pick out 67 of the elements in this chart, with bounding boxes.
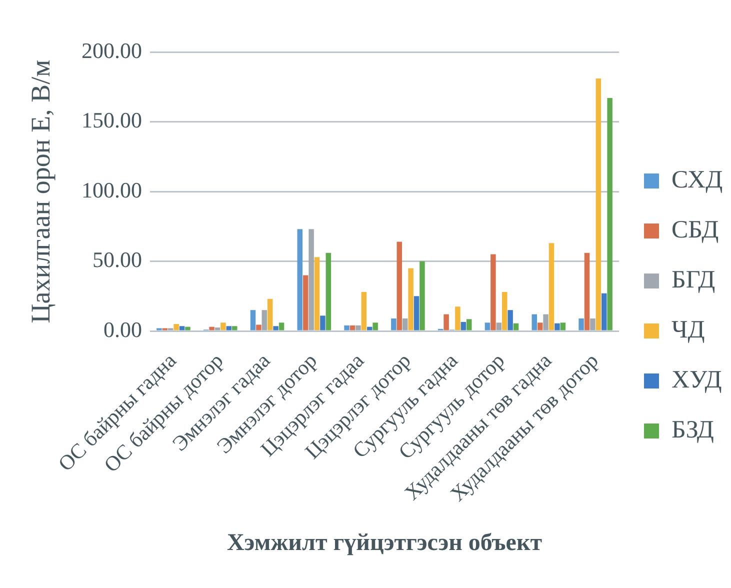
bar <box>508 310 513 330</box>
legend-label: СХД <box>672 166 723 194</box>
bar <box>302 275 308 330</box>
bar <box>607 98 612 330</box>
bar <box>262 310 268 330</box>
bar <box>179 326 185 330</box>
bar <box>560 322 566 330</box>
bar <box>466 319 472 330</box>
y-tick-label: 50.00 <box>92 247 142 272</box>
bar <box>408 268 414 330</box>
bar <box>532 314 538 330</box>
bar <box>596 78 602 330</box>
bar <box>361 292 367 330</box>
x-axis-title: Хэмжилт гүйцэтгэсэн объект <box>226 530 542 556</box>
bar <box>490 254 496 330</box>
bar <box>220 322 226 330</box>
bar <box>402 318 408 330</box>
bar <box>185 326 190 330</box>
bar <box>326 252 332 330</box>
bar <box>578 318 584 330</box>
bar <box>209 326 214 330</box>
legend-label: СБД <box>672 216 719 244</box>
bar <box>273 326 278 330</box>
bar <box>356 325 361 330</box>
bar <box>543 314 548 330</box>
y-tick-label: 100.00 <box>82 177 142 202</box>
bar <box>366 326 372 330</box>
bar <box>420 261 425 330</box>
bar <box>548 243 554 330</box>
bar <box>214 328 220 330</box>
bar <box>455 306 460 330</box>
y-tick-label: 150.00 <box>82 108 142 133</box>
bar <box>320 316 326 330</box>
legend-label: ЧД <box>672 316 705 344</box>
bar <box>584 252 590 330</box>
bar <box>372 322 378 330</box>
bar <box>256 324 262 330</box>
bar <box>297 229 303 330</box>
bar <box>590 318 596 330</box>
bar <box>484 322 490 330</box>
bar <box>513 323 519 330</box>
y-axis-title: Цахилгаан орон E, В/м <box>25 60 56 324</box>
y-tick-label: 0.00 <box>104 316 142 342</box>
bar <box>226 326 232 330</box>
bar <box>308 229 314 330</box>
bar <box>267 298 273 330</box>
bar <box>414 296 420 330</box>
bar <box>554 323 560 330</box>
bar <box>344 325 350 330</box>
bar <box>314 257 320 330</box>
bar <box>278 322 284 330</box>
legend-label: ХУД <box>672 366 722 394</box>
bar <box>444 314 449 330</box>
bar <box>250 310 256 330</box>
bar <box>601 293 607 330</box>
bar <box>537 322 543 330</box>
legend-label: БГД <box>672 266 716 294</box>
bar <box>391 318 396 330</box>
bar <box>350 325 356 330</box>
y-tick-label: 200.00 <box>82 38 142 63</box>
bar <box>496 322 502 330</box>
legend-label: БЗД <box>672 416 714 444</box>
bar <box>174 324 179 330</box>
bar <box>232 326 238 330</box>
bar <box>396 242 402 330</box>
bar <box>460 322 466 330</box>
bar <box>502 292 508 330</box>
